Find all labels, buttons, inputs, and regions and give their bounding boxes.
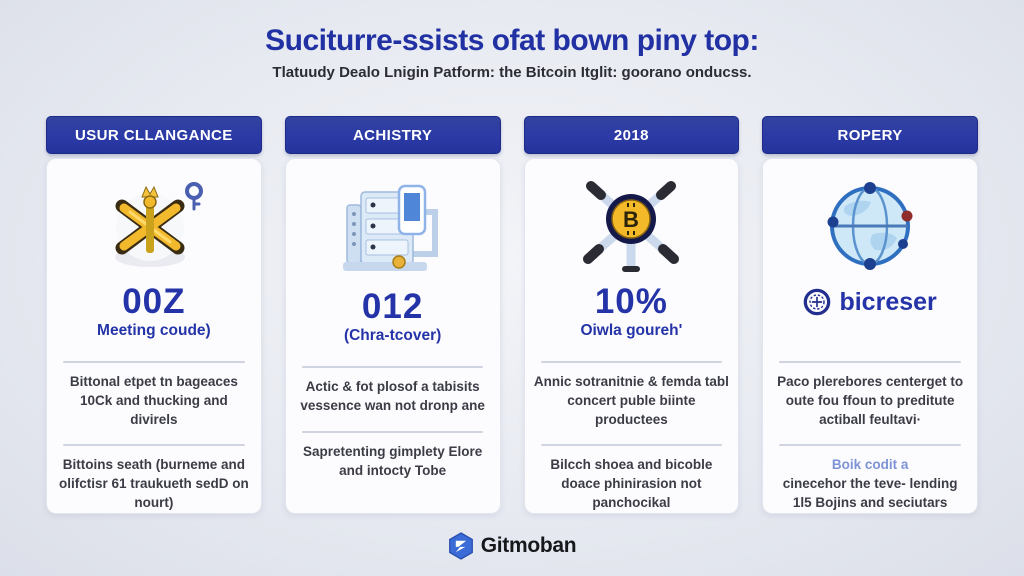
body-text-1: Actic & fot plosof a tabisits vessence w… — [300, 379, 485, 413]
page-title: Suciturre-ssists ofat bown piny top: — [265, 24, 759, 57]
stat-caption: (Chra-tcover) — [343, 327, 442, 344]
body-text-1: Bittonal etpet tn bageaces 10Ck and thuc… — [69, 373, 238, 427]
card-body: 00Z Meeting coude) Bittonal etpet tn bag… — [46, 158, 262, 514]
card-body: B 10% Oiwla goureh' Annic sotranitnie & … — [523, 158, 740, 514]
card-ropery: ROPERY — [762, 116, 978, 514]
divider — [63, 444, 245, 447]
divider — [540, 444, 723, 447]
columns-container: USUR CLLANGANCE — [46, 116, 978, 514]
svg-text:B: B — [623, 207, 639, 232]
card-body: 012 (Chra-tcover) Actic & fot plosof a t… — [284, 158, 501, 514]
gitmoban-logo-icon — [448, 532, 474, 560]
body-text-2: Sapretenting gimplety Elore and intocty … — [302, 443, 483, 478]
server-rack-icon — [337, 169, 449, 287]
page-subtitle: Tlatuudy Dealo Lnigin Patform: the Bitco… — [272, 64, 752, 81]
badge-emblem-icon — [803, 288, 831, 316]
body-text-1: Paco plerebores centerget to oute fou ff… — [777, 373, 964, 427]
divider — [301, 366, 484, 368]
divider — [779, 360, 961, 363]
card-body: bicreser Paco plerebores centerget to ou… — [762, 158, 978, 514]
footer-logo: Gitmoban — [0, 532, 1024, 560]
stat-value: 00Z — [122, 281, 186, 321]
divider — [63, 360, 245, 363]
stat-value: 012 — [361, 287, 424, 326]
body-text-2: Boik codit a cinecehor the teve- lending … — [772, 456, 968, 513]
body-text-highlight: Boik codit a — [831, 457, 909, 473]
body-text-2: Bittoins seath (burneme and olifctisr 61… — [58, 457, 249, 511]
bitcoin-crossed-rods-icon: B — [571, 169, 691, 282]
card-header: USUR CLLANGANCE — [46, 116, 262, 154]
stat-value-row: bicreser — [803, 283, 937, 322]
card-header: ACHISTRY — [284, 116, 501, 154]
divider — [540, 360, 723, 363]
globe-network-icon — [815, 169, 925, 283]
stat-caption: Meeting coude) — [97, 321, 211, 339]
card-achistry: ACHISTRY — [284, 116, 501, 514]
divider — [301, 430, 484, 433]
body-text-2: Bilcch shoea and bicoble doace phinirasi… — [550, 457, 713, 511]
stat-value: 10% — [594, 281, 668, 321]
card-2018: 2018 — [523, 116, 740, 514]
stat-caption: Oiwla goureh' — [580, 321, 683, 339]
gold-crossed-tools-icon — [98, 169, 210, 282]
body-text-1: Annic sotranitnie & femda tabl concert p… — [533, 373, 729, 427]
stat-value: bicreser — [839, 287, 937, 316]
body-text-2-rest: cinecehor the teve- lending 1l5 Bojins a… — [782, 476, 958, 511]
card-header: ROPERY — [762, 116, 978, 154]
divider — [779, 444, 961, 447]
card-usur-cllangance: USUR CLLANGANCE — [46, 116, 262, 514]
card-header: 2018 — [523, 116, 740, 154]
footer-logo-text: Gitmoban — [480, 534, 577, 557]
